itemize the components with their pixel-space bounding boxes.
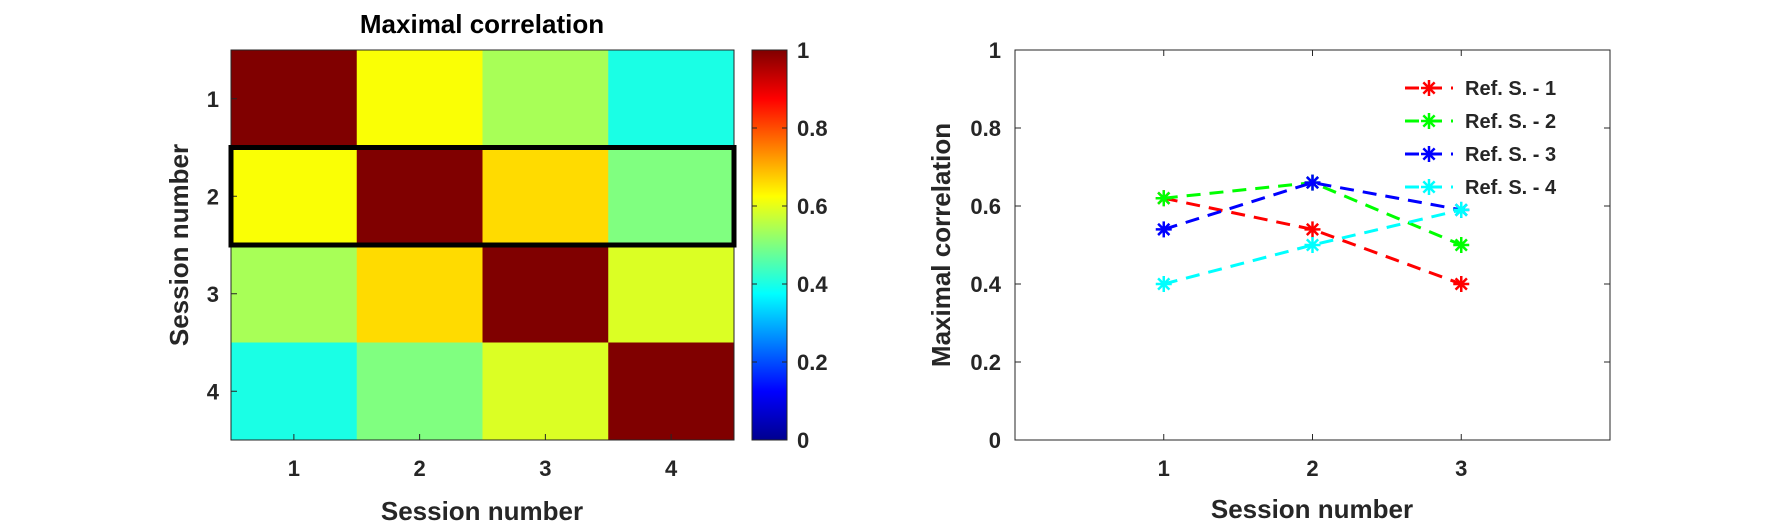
line-x-tick-label: 3 — [1455, 456, 1467, 481]
heatmap-cells — [231, 50, 735, 441]
heatmap-y-tick-label: 1 — [207, 87, 219, 112]
data-point — [1304, 221, 1321, 238]
colorbar-tick-label: 0.4 — [797, 272, 828, 297]
heatmap-cell — [608, 50, 735, 148]
heatmap-y-label: Session number — [164, 144, 194, 346]
colorbar-tick-label: 0.2 — [797, 350, 828, 375]
legend-marker — [1421, 146, 1437, 162]
data-point — [1453, 276, 1470, 292]
legend-item: Ref. S. - 2 — [1405, 111, 1556, 133]
data-point — [1155, 276, 1172, 292]
heatmap-cell — [231, 50, 358, 148]
colorbar: 0 0.2 0.4 0.6 0.8 1 — [751, 38, 828, 453]
line-y-tick-label: 0 — [989, 428, 1001, 453]
marker-stroke — [1422, 180, 1436, 194]
heatmap-row-highlight — [228, 145, 737, 248]
data-point — [1453, 237, 1470, 253]
legend-marker — [1421, 113, 1437, 129]
data-point — [1304, 237, 1321, 253]
data-point — [1155, 221, 1172, 238]
heatmap-cell — [231, 342, 358, 441]
heatmap-cell — [482, 50, 609, 148]
marker-stroke — [1422, 147, 1436, 161]
heatmap-cell — [356, 147, 483, 246]
marker-stroke — [1454, 238, 1468, 252]
heatmap-panel: Maximal correlation 1 2 3 4 1 2 3 4 Session nu… — [164, 9, 737, 526]
marker-stroke — [1454, 277, 1468, 291]
legend: Ref. S. - 1 Ref. S. - 2 Ref. S. - 3 Ref. S.… — [1405, 78, 1557, 199]
colorbar-tick-label: 1 — [797, 38, 809, 63]
data-point — [1304, 174, 1321, 191]
marker-stroke — [1422, 81, 1436, 95]
heatmap-x-label: Session number — [381, 496, 583, 526]
colorbar-tick-label: 0.8 — [797, 116, 828, 141]
marker-stroke — [1305, 238, 1320, 252]
legend-label: Ref. S. - 4 — [1465, 177, 1557, 199]
marker-stroke — [1157, 191, 1171, 205]
data-point — [1155, 190, 1172, 207]
series-line — [1163, 208, 1462, 286]
legend-marker — [1421, 179, 1437, 195]
heatmap-cell — [608, 147, 735, 246]
heatmap-cell — [231, 147, 358, 246]
heatmap-cell — [482, 147, 609, 246]
heatmap-y-tick-label: 4 — [207, 379, 220, 404]
data-point — [1453, 201, 1470, 218]
heatmap-x-ticks: 1 2 3 4 — [288, 434, 678, 481]
colorbar-ticks: 0 0.2 0.4 0.6 0.8 1 — [752, 38, 828, 453]
colorbar-gradient — [751, 49, 788, 441]
marker-stroke — [1305, 222, 1320, 236]
marker-stroke — [1157, 277, 1171, 291]
line-x-tick-label: 2 — [1306, 456, 1318, 481]
line-x-tick-label: 1 — [1158, 456, 1170, 481]
heatmap-y-tick-label: 3 — [207, 282, 219, 307]
legend-label: Ref. S. - 2 — [1465, 111, 1556, 133]
line-x-ticks: 1 2 3 — [1158, 50, 1467, 481]
marker-stroke — [1157, 222, 1171, 236]
series-line — [1163, 181, 1462, 231]
heatmap-cell — [482, 342, 609, 441]
legend-item: Ref. S. - 1 — [1405, 78, 1556, 100]
line-y-tick-label: 1 — [989, 38, 1001, 63]
colorbar-tick-label: 0 — [797, 428, 809, 453]
line-x-label: Session number — [1211, 494, 1413, 524]
line-series — [1155, 174, 1470, 292]
legend-item: Ref. S. - 3 — [1405, 144, 1556, 166]
line-y-ticks: 0 0.2 0.4 0.6 0.8 1 — [970, 38, 1610, 453]
heatmap-cell — [608, 342, 735, 441]
heatmap-y-tick-label: 2 — [207, 184, 219, 209]
heatmap-y-ticks: 1 2 3 4 — [207, 87, 237, 404]
line-y-tick-label: 0.6 — [970, 194, 1001, 219]
heatmap-cell — [482, 245, 609, 343]
heatmap-cell — [356, 50, 483, 148]
heatmap-x-tick-label: 4 — [665, 456, 678, 481]
heatmap-title: Maximal correlation — [360, 9, 604, 39]
legend-item: Ref. S. - 4 — [1405, 177, 1557, 199]
line-y-tick-label: 0.4 — [970, 272, 1001, 297]
heatmap-cell — [356, 342, 483, 441]
legend-label: Ref. S. - 1 — [1465, 78, 1556, 100]
marker-stroke — [1422, 114, 1436, 128]
heatmap-cell — [608, 245, 735, 343]
marker-stroke — [1305, 176, 1320, 190]
line-y-label: Maximal correlation — [926, 123, 956, 367]
heatmap-cell — [231, 245, 358, 343]
legend-marker — [1421, 80, 1437, 96]
line-y-tick-label: 0.8 — [970, 116, 1001, 141]
heatmap-x-tick-label: 3 — [539, 456, 551, 481]
marker-stroke — [1454, 203, 1468, 217]
heatmap-x-tick-label: 2 — [414, 456, 426, 481]
line-y-tick-label: 0.2 — [970, 350, 1001, 375]
colorbar-tick-label: 0.6 — [797, 194, 828, 219]
heatmap-x-tick-label: 1 — [288, 456, 300, 481]
legend-label: Ref. S. - 3 — [1465, 144, 1556, 166]
heatmap-cell — [356, 245, 483, 343]
